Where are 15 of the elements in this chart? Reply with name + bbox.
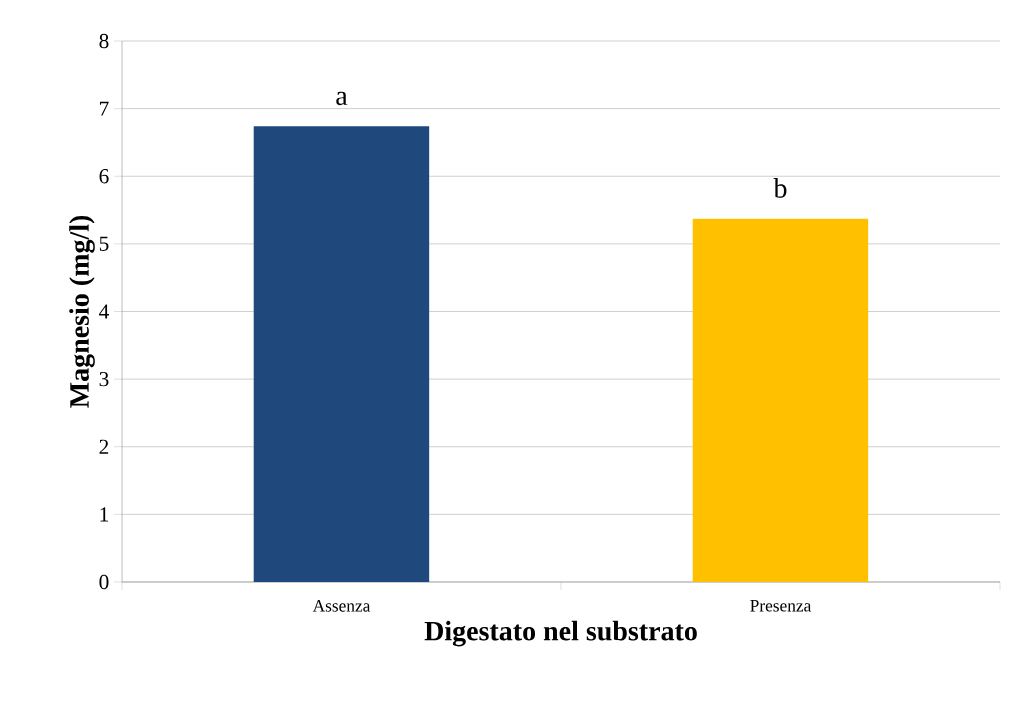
y-tick-label: 2 (99, 439, 109, 454)
y-tick-label: 6 (99, 169, 109, 184)
y-tick-label: 3 (99, 371, 109, 387)
y-tick-label: 0 (99, 574, 109, 590)
y-tick-label: 8 (99, 33, 109, 49)
y-axis-title: Magnesio (mg/l) (69, 215, 95, 408)
annotation: a (336, 91, 348, 106)
x-tick-label: Presenza (750, 600, 812, 612)
y-tick-label: 4 (99, 304, 109, 319)
annotation: b (773, 178, 787, 198)
y-tick-label: 1 (100, 507, 109, 522)
x-axis-title: Digestato nel substrato (424, 620, 697, 647)
y-tick-label: 5 (99, 236, 109, 251)
y-tick-label: 7 (100, 101, 109, 116)
x-tick-label: Assenza (312, 600, 371, 612)
